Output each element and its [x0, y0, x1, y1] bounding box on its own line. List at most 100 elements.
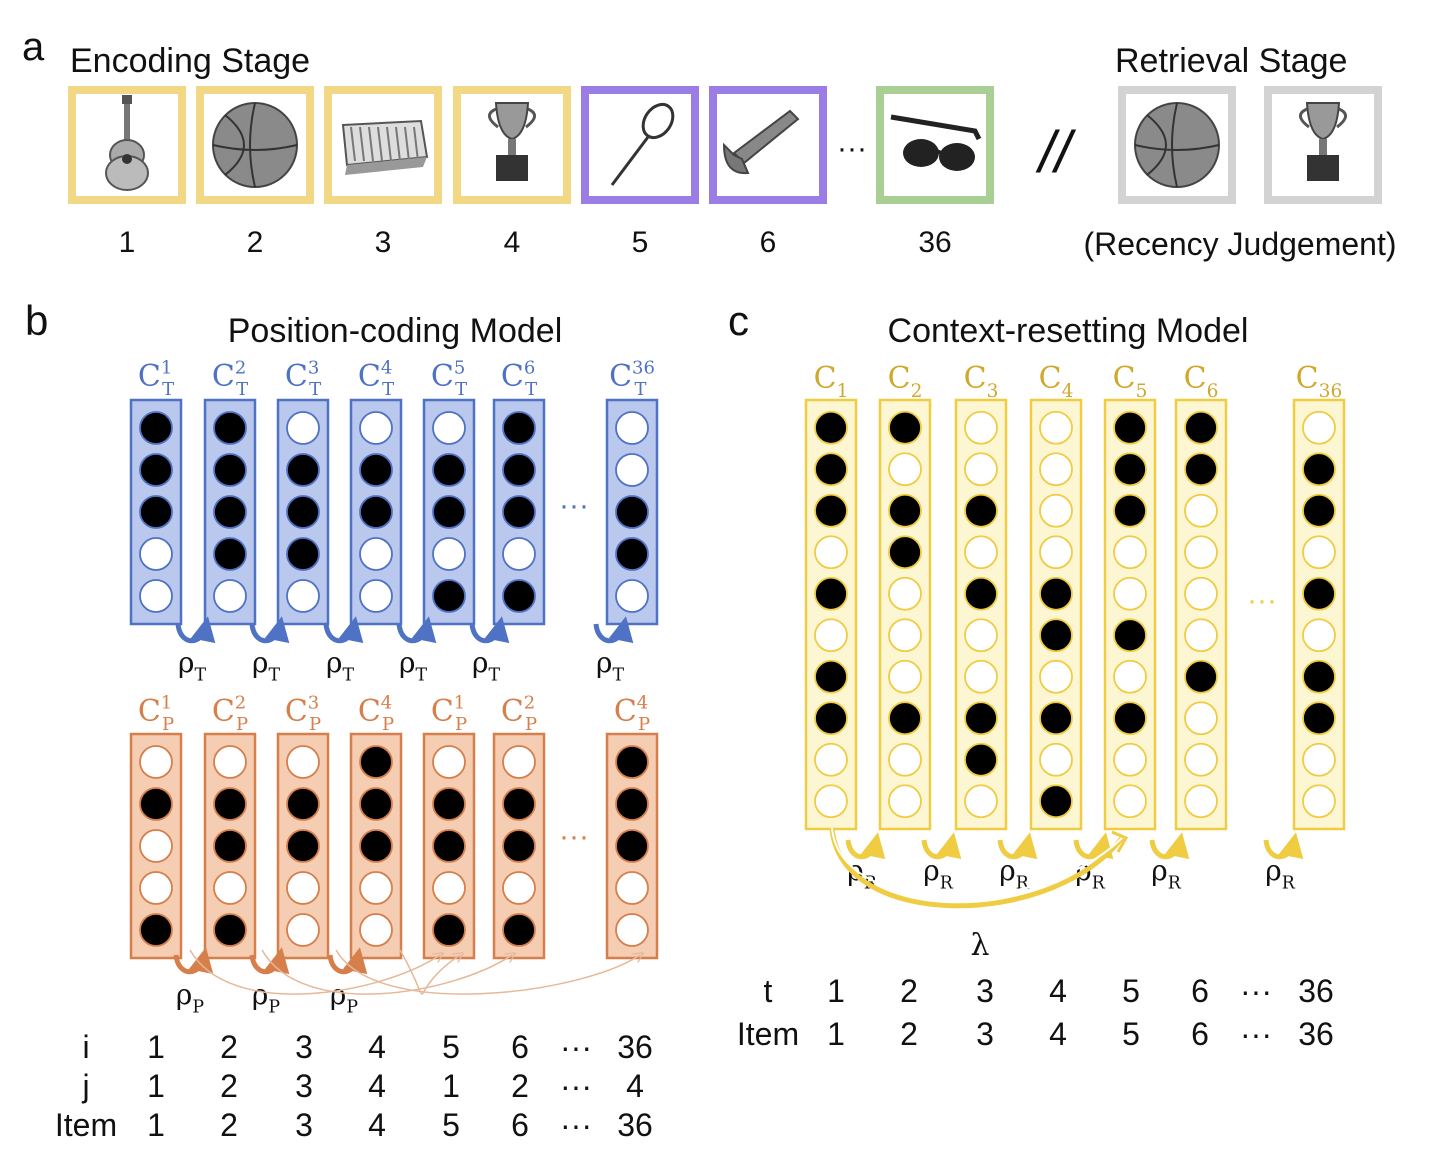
- table-cell: 5: [442, 1107, 460, 1143]
- label-base: ρ: [252, 978, 268, 1011]
- label-subscript: P: [162, 714, 174, 735]
- racket-icon: [610, 102, 675, 186]
- serial-position-label: 1: [119, 226, 136, 259]
- temporal-context-layer: C1 T C2 T C3 T C4 T C5 T C6 T C36 T: [129, 357, 659, 626]
- drift-arrow-curve: [249, 947, 290, 975]
- active-unit: [615, 829, 649, 863]
- label-subscript: T: [268, 665, 280, 685]
- table-cell: 3: [295, 1107, 313, 1143]
- context-vector: C2 P: [203, 692, 257, 960]
- drift-arrow: ρP: [327, 947, 368, 1017]
- inactive-unit: [1302, 742, 1336, 777]
- context-vector-label: C3: [964, 361, 999, 402]
- drift-label: ρP: [176, 978, 204, 1017]
- inactive-unit: [286, 579, 320, 613]
- inactive-unit: [139, 745, 173, 779]
- drift-arrow-curve: [323, 616, 364, 644]
- serial-position-label: 5: [632, 226, 649, 259]
- label-base: ρ: [176, 978, 192, 1011]
- active-unit: [359, 829, 393, 863]
- retrieval-item: [1118, 86, 1236, 204]
- label-base: C: [1184, 361, 1207, 396]
- table-cell: ···: [560, 1029, 592, 1065]
- label-base: C: [814, 361, 837, 396]
- label-base: ρ: [1265, 854, 1281, 887]
- table-cell: 1: [147, 1068, 165, 1104]
- label-base: C: [285, 359, 308, 394]
- active-unit: [615, 787, 649, 821]
- table-cell: 4: [368, 1029, 386, 1065]
- trophy-icon: [1299, 102, 1347, 181]
- context-vector: C4 P: [605, 692, 659, 960]
- table-row-label: Item: [737, 1016, 799, 1052]
- label-base: ρ: [178, 646, 194, 679]
- inactive-unit: [1184, 618, 1218, 653]
- retrieval-stage-title: Retrieval Stage: [1115, 42, 1347, 80]
- inactive-unit: [286, 913, 320, 947]
- encoding-item: 6: [709, 86, 827, 259]
- resetting-ellipsis: ···: [1247, 584, 1277, 617]
- label-subscript: 4: [1062, 381, 1074, 402]
- encoding-stage-title: Encoding Stage: [70, 42, 310, 80]
- inactive-unit: [1113, 659, 1147, 694]
- table-cell: 2: [900, 1016, 918, 1052]
- active-unit: [615, 537, 649, 571]
- label-base: C: [212, 694, 235, 729]
- drift-arrow-curve: [593, 616, 634, 644]
- label-subscript: T: [635, 379, 647, 400]
- label-superscript: 1: [454, 692, 465, 713]
- table-cell: 36: [1298, 973, 1334, 1009]
- label-base: ρ: [330, 978, 346, 1011]
- active-unit: [432, 579, 466, 613]
- label-subscript: T: [236, 379, 248, 400]
- label-base: C: [501, 694, 524, 729]
- label-subscript: P: [236, 714, 248, 735]
- encoding-ellipsis: ···: [837, 132, 867, 165]
- context-vector-label: C3 P: [285, 692, 321, 735]
- inactive-unit: [814, 535, 848, 570]
- drift-arrow: ρT: [249, 616, 290, 685]
- position-drift-arrows: ρP ρP ρP: [173, 947, 640, 1017]
- inactive-unit: [615, 913, 649, 947]
- panel-b-letter: b: [25, 297, 48, 344]
- label-subscript: T: [525, 379, 537, 400]
- position-coding-title: Position-coding Model: [228, 312, 563, 350]
- label-subscript: R: [1092, 873, 1106, 893]
- serial-position-label: 4: [504, 226, 521, 259]
- label-base: ρ: [326, 646, 342, 679]
- inactive-unit: [888, 618, 922, 653]
- label-base: C: [431, 694, 454, 729]
- context-vector: C5 T: [422, 357, 476, 626]
- active-unit: [615, 495, 649, 529]
- table-cell: 4: [626, 1068, 644, 1104]
- active-unit: [213, 537, 247, 571]
- context-vector-label: C4 T: [358, 357, 394, 400]
- inactive-unit: [888, 742, 922, 777]
- context-vector-label: C36 T: [609, 357, 655, 400]
- inactive-unit: [1039, 452, 1073, 487]
- encoding-item: 5: [581, 86, 699, 259]
- active-unit: [213, 411, 247, 445]
- inactive-unit: [1184, 576, 1218, 611]
- context-vector: C6: [1174, 361, 1228, 831]
- serial-position-label: 2: [247, 226, 264, 259]
- label-base: C: [614, 694, 637, 729]
- table-cell: 2: [900, 973, 918, 1009]
- label-superscript: 2: [235, 357, 246, 378]
- drift-arrow-curve: [1263, 832, 1304, 860]
- active-unit: [286, 495, 320, 529]
- drift-arrow-curve: [997, 832, 1038, 860]
- context-vector: C2 P: [492, 692, 546, 960]
- table-cell: ···: [560, 1107, 592, 1143]
- active-unit: [502, 453, 536, 487]
- table-cell: 2: [511, 1068, 529, 1104]
- position-index-table: i 1 2 3 4 5 6 ··· 36 j 1 2 3 4 1 2 ··· 4 Item 1 2 3 4 5 6 ··· 36: [55, 1029, 653, 1143]
- inactive-unit: [964, 784, 998, 819]
- inactive-unit: [964, 659, 998, 694]
- drift-arrow: ρT: [175, 616, 216, 685]
- context-vector-label: C2 T: [212, 357, 248, 400]
- encoding-item: 36: [876, 86, 994, 259]
- reset-arrow-outer: [829, 827, 1124, 909]
- active-unit: [213, 829, 247, 863]
- drift-arrow: ρR: [1073, 832, 1114, 893]
